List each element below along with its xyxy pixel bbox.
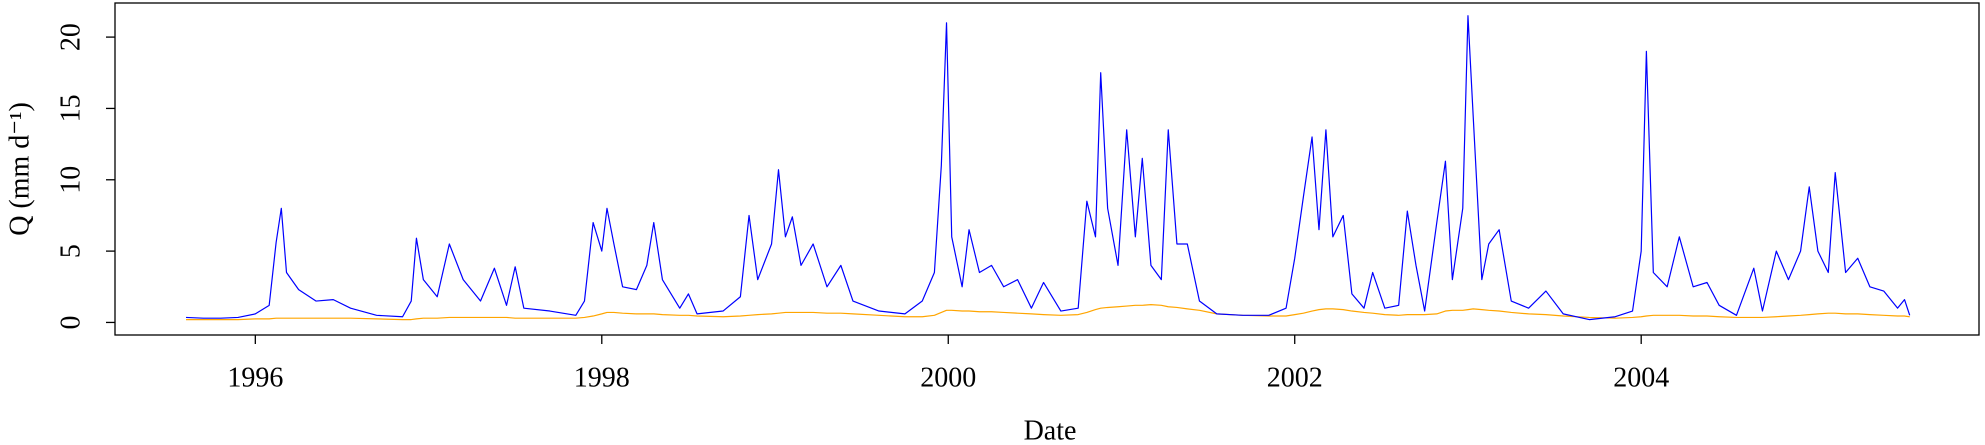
x-tick-label: 2000 <box>920 362 976 393</box>
y-tick-label: 10 <box>55 166 86 194</box>
y-axis-title: Q (mm d⁻¹) <box>4 102 35 236</box>
x-tick-label: 2002 <box>1267 362 1323 393</box>
y-tick-label: 15 <box>55 94 86 122</box>
x-axis-title: Date <box>1024 415 1077 445</box>
y-tick-label: 20 <box>55 23 86 51</box>
series-line <box>186 304 1910 321</box>
x-tick-label: 1998 <box>574 362 630 393</box>
series-line <box>186 15 1911 321</box>
x-tick-label: 1996 <box>227 362 283 393</box>
y-tick-label: 0 <box>55 315 86 329</box>
y-tick-label: 5 <box>55 244 86 258</box>
x-tick-label: 2004 <box>1613 362 1669 393</box>
plot-frame <box>114 2 1980 336</box>
